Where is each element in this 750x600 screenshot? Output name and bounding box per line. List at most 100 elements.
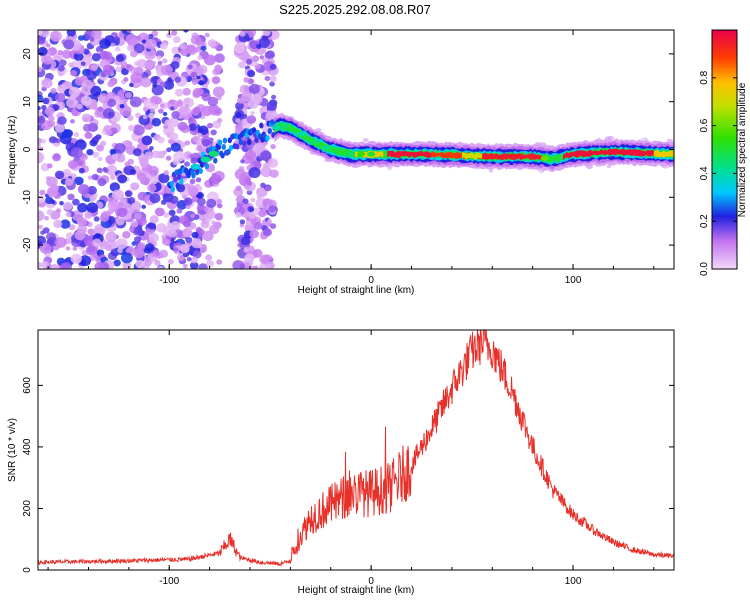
spectrogram-noise-cell (111, 153, 118, 160)
spectrogram-noise-cell (38, 235, 47, 246)
spectrogram-noise-cell (198, 263, 208, 269)
colorbar-ticks: 0.0 0.2 0.4 0.6 0.8 (699, 29, 738, 276)
spectrogram-noise-cell (206, 210, 216, 220)
spectrogram-noise-cell (188, 117, 197, 126)
spectrogram-noise-cell (268, 205, 276, 213)
spectrogram-noise-cell (39, 30, 50, 38)
spectrogram-noise-cell (202, 230, 214, 242)
spectrogram-noise-cell (270, 144, 276, 150)
spectrogram-noise-cell (109, 148, 117, 155)
spectrogram-ridge-blob (272, 125, 281, 131)
spectrogram-noise-cell (256, 43, 262, 49)
spectrogram-noise-cell (46, 163, 53, 169)
spectrogram-noise-cell (61, 49, 72, 59)
spectrogram-noise-cell (87, 228, 95, 235)
spectrogram-noise-cell (206, 122, 214, 129)
spectrogram-noise-cell (240, 236, 251, 246)
spectrogram-noise-cell (124, 190, 132, 197)
spectrogram-ridge-blob (310, 139, 319, 145)
spectrogram-noise-cell (167, 117, 179, 128)
spectrogram-noise-cell (74, 176, 84, 186)
spectrogram-noise-cell (269, 169, 279, 178)
spectrogram-chirp-cell (197, 157, 202, 164)
snr-background (38, 330, 674, 570)
spectrogram-noise-cell (169, 99, 175, 105)
spectrogram-noise-cell (190, 157, 198, 164)
spectrogram-noise-cell (109, 182, 120, 192)
spectrogram-x-axis-label: Height of straight line (km) (298, 285, 415, 296)
spectrogram-chirp-cell (234, 143, 240, 150)
spectrogram-noise-cell (266, 101, 277, 112)
spectrogram-y-axis-label: Frequency (Hz) (7, 116, 18, 185)
spectrogram-noise-cell (105, 165, 118, 176)
spectrogram-noise-cell (248, 245, 255, 252)
spectrogram-noise-cell (666, 138, 674, 142)
spectrogram-noise-cell (183, 220, 191, 228)
spectrogram-noise-cell (120, 252, 133, 264)
spectrogram-noise-cell (248, 83, 261, 94)
spectrogram-noise-cell (150, 76, 160, 85)
spectrogram-chirp-cell (254, 137, 259, 144)
spectrogram-noise-cell (166, 32, 173, 39)
spectrogram-noise-cell (149, 176, 159, 185)
spectrogram-noise-cell (184, 161, 190, 167)
spectrogram-noise-cell (179, 42, 187, 50)
spectrogram-noise-cell (124, 161, 130, 167)
spectrogram-noise-cell (258, 263, 268, 269)
spectrogram-noise-cell (102, 167, 109, 173)
spectrogram-noise-cell (41, 78, 53, 89)
spectrogram-noise-cell (119, 196, 127, 204)
spectrogram-noise-cell (247, 69, 256, 78)
spectrogram-noise-cell (241, 91, 253, 102)
spectrogram-noise-cell (40, 230, 46, 235)
spectrogram-noise-cell (197, 88, 205, 95)
colorbar-label: Normalized spectral amplitude (737, 82, 748, 217)
spectrogram-noise-cell (242, 198, 249, 205)
spectrogram-noise-cell (86, 70, 97, 81)
spectrogram-noise-cell (38, 146, 44, 152)
spectrogram-noise-cell (161, 234, 167, 239)
spectrogram-noise-cell (207, 96, 219, 107)
spectrogram-noise-cell (182, 228, 192, 238)
x-tick-label: 0 (368, 275, 374, 286)
spectrogram-noise-cell (252, 93, 263, 103)
spectrogram-chirp-cell (267, 128, 272, 135)
spectrogram-noise-cell (214, 53, 225, 63)
spectrogram-chirp-cell (265, 135, 270, 142)
spectrogram-noise-cell (96, 144, 105, 152)
y-tick-label: 0 (22, 146, 33, 152)
spectrogram-ridge-blob (367, 151, 376, 157)
spectrogram-noise-cell (189, 261, 199, 269)
spectrogram-noise-cell (80, 95, 92, 106)
figure-title: S225.2025.292.08.08.R07 (279, 2, 431, 17)
spectrogram-noise-cell (81, 79, 94, 91)
snr-x-axis-label: Height of straight line (km) (298, 585, 415, 596)
spectrogram-noise-cell (186, 256, 192, 262)
spectrogram-noise-cell (167, 229, 177, 238)
spectrogram-noise-cell (133, 248, 145, 259)
spectrogram-noise-cell (38, 137, 43, 144)
spectrogram-noise-cell (115, 54, 125, 63)
spectrogram-noise-cell (193, 106, 201, 114)
spectrogram-noise-cell (113, 259, 121, 267)
spectrogram-noise-cell (245, 220, 252, 226)
spectrogram-noise-cell (262, 163, 270, 170)
spectrogram-chirp-cell (175, 182, 180, 189)
spectrogram-noise-cell (205, 254, 213, 261)
spectrogram-noise-cell (117, 247, 123, 254)
spectrogram-ridge-blob (357, 151, 366, 157)
spectrogram-noise-cell (214, 212, 224, 221)
spectrogram-noise-cell (126, 30, 132, 33)
spectrogram-noise-cell (253, 221, 263, 230)
spectrogram-noise-cell (159, 42, 168, 50)
spectrogram-noise-cell (40, 260, 50, 269)
spectrogram-noise-cell (115, 66, 122, 73)
spectrogram-noise-cell (71, 109, 79, 117)
spectrogram-noise-cell (267, 219, 272, 224)
spectrogram-noise-cell (201, 139, 211, 147)
spectrogram-noise-cell (237, 122, 243, 127)
spectrogram-noise-cell (265, 50, 276, 59)
y-tick-label: 200 (22, 500, 33, 517)
spectrogram-noise-cell (201, 105, 213, 117)
